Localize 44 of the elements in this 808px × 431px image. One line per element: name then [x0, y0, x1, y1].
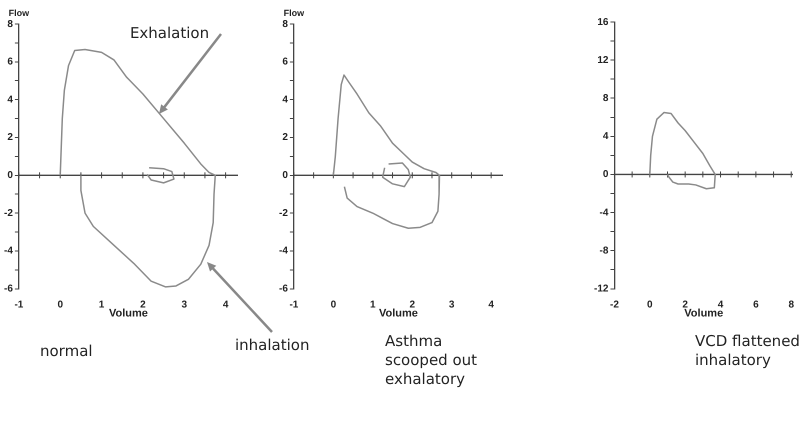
y-tick-label: 12	[597, 54, 609, 66]
x-tick-label: 1	[98, 300, 105, 311]
y-tick-label: 0	[282, 170, 288, 182]
y-tick-label: 8	[602, 92, 609, 104]
x-tick-label: 4	[488, 300, 494, 311]
y-tick-label: -12	[594, 284, 609, 295]
y-tick-label: 4	[7, 94, 14, 106]
y-tick-label: 6	[7, 56, 14, 68]
x-tick-label: 3	[448, 300, 455, 311]
x-tick-label: 0	[57, 300, 64, 311]
y-tick-label: -6	[278, 284, 288, 295]
y-axis-title: Flow	[8, 8, 30, 18]
y-tick-label: -2	[4, 208, 14, 219]
y-tick-label: 0	[7, 170, 14, 182]
annotation: inhalation	[234, 336, 310, 354]
x-tick-label: 0	[330, 300, 337, 311]
x-tick-label: 8	[788, 300, 794, 311]
y-tick-label: 8	[7, 18, 14, 30]
y-tick-label: -4	[600, 207, 609, 218]
y-tick-label: 4	[602, 131, 609, 142]
x-tick-label: -1	[289, 300, 299, 311]
y-tick-label: 2	[7, 132, 14, 144]
x-tick-label: -1	[14, 300, 24, 311]
text: normal	[40, 342, 94, 361]
y-tick-label: -6	[4, 284, 14, 295]
y-tick-label: 16	[597, 16, 609, 28]
text: VCD flattened inhalatory	[695, 332, 801, 370]
y-tick-label: -2	[278, 208, 288, 219]
y-tick-label: 2	[282, 132, 288, 144]
y-tick-label: 4	[282, 94, 288, 106]
x-tick-label: 1	[370, 300, 376, 311]
x-tick-label: 0	[647, 300, 654, 311]
text: Asthma scooped out exhalatory	[385, 332, 478, 389]
y-tick-label: -4	[278, 246, 288, 257]
y-tick-label: 8	[282, 18, 288, 30]
y-tick-label: -8	[600, 245, 609, 256]
y-axis-title: Flow	[284, 8, 306, 18]
y-tick-label: 6	[282, 56, 288, 68]
annotation: Exhalation	[130, 24, 210, 42]
x-tick-label: 3	[181, 300, 188, 311]
y-tick-label: -4	[4, 246, 14, 257]
x-tick-label: 6	[753, 300, 760, 311]
x-tick-label: -2	[610, 300, 620, 311]
y-tick-label: 0	[602, 169, 609, 180]
